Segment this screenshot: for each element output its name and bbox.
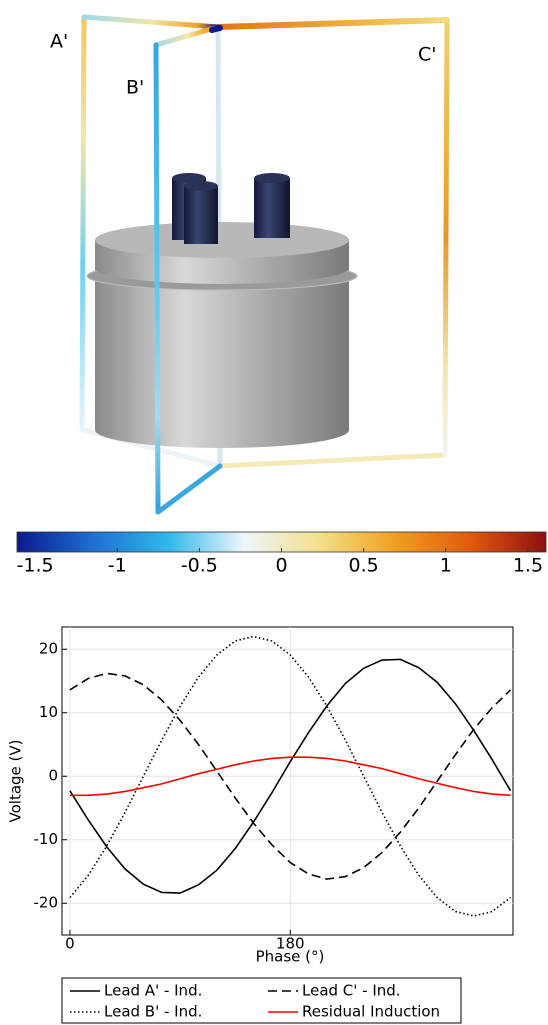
y-tick-label: 0	[48, 767, 58, 785]
legend-label: Residual Induction	[302, 1003, 440, 1021]
colorbar-tick-label: -0.5	[181, 555, 218, 577]
lead-label: A'	[50, 31, 68, 53]
legend-label: Lead C' - Ind.	[302, 982, 401, 1000]
y-tick-label: -20	[34, 894, 59, 912]
y-tick-label: 10	[39, 703, 58, 721]
x-tick-label: 0	[65, 935, 75, 953]
plot-area	[62, 627, 513, 935]
lead-label: B'	[126, 77, 144, 99]
colorbar-tick-label: 1	[440, 555, 452, 577]
colorbar-tick-label: 1.5	[513, 555, 543, 577]
colorbar-tick-label: 0	[275, 555, 287, 577]
legend-label: Lead B' - Ind.	[104, 1003, 202, 1021]
colorbar-tick-label: -1.5	[17, 555, 54, 577]
lead-label: C'	[418, 44, 437, 66]
x-axis-label: Phase (°)	[256, 948, 325, 966]
page: A' B' C' -1.5 -1 -0.5 0 0.5 1 1.5 -20 -10 0 10 20 0…	[0, 0, 548, 1025]
y-tick-label: -10	[34, 830, 59, 848]
y-axis-label: Voltage (V)	[7, 740, 25, 823]
colorbar-tick-label: -1	[108, 555, 127, 577]
figure: A' B' C' -1.5 -1 -0.5 0 0.5 1 1.5 -20 -10 0 10 20 0…	[0, 0, 548, 1025]
y-tick-label: 20	[39, 640, 58, 658]
legend-label: Lead A' - Ind.	[104, 982, 202, 1000]
colorbar-tick-label: 0.5	[349, 555, 379, 577]
